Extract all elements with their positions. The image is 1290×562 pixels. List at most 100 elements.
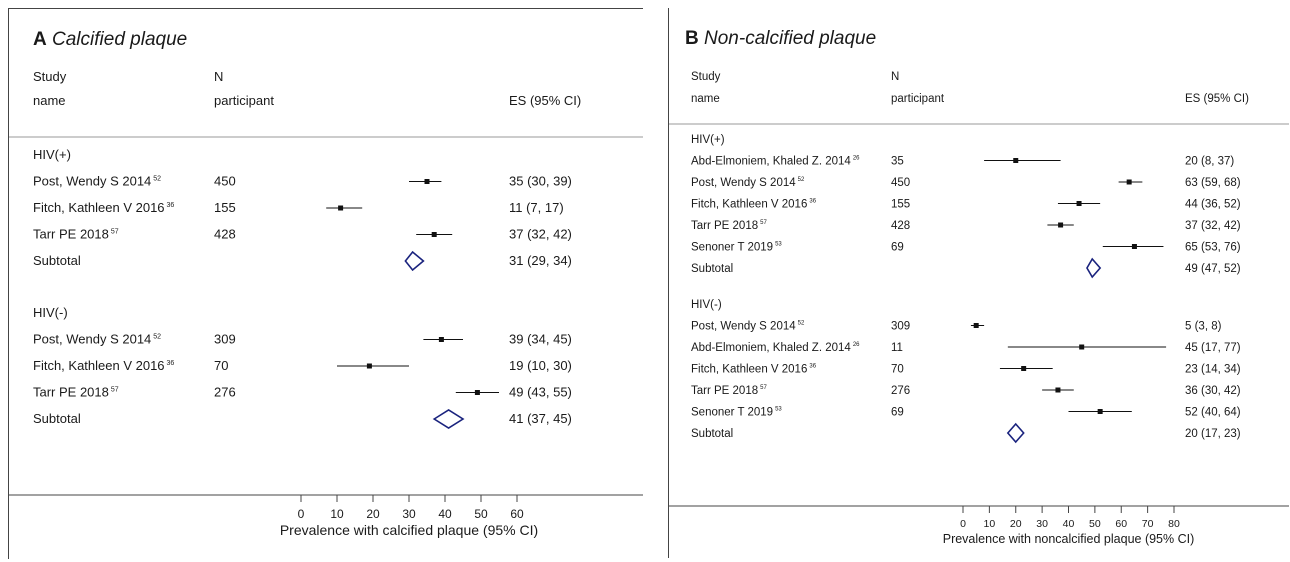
study-name-text: Abd-Elmoniem, Khaled Z. 2014 (691, 156, 851, 168)
study-ref: 36 (167, 202, 175, 209)
group-label: HIV(+) (691, 134, 725, 146)
point-estimate (1021, 366, 1027, 371)
panel-title-b: B Non-calcified plaque (685, 28, 876, 50)
study-ref: 57 (760, 220, 767, 226)
point-estimate (366, 363, 372, 369)
study-ref: 52 (798, 321, 805, 327)
study-n: 70 (214, 358, 228, 373)
point-estimate (431, 232, 437, 237)
study-es-text: 19 (10, 30) (509, 358, 572, 373)
subtotal-es-text: 49 (47, 52) (1185, 263, 1241, 275)
point-estimate (1013, 158, 1019, 163)
study-name: Fitch, Kathleen V 2016 36 (33, 200, 174, 215)
study-n: 35 (891, 156, 904, 168)
study-ref: 53 (775, 242, 782, 248)
header-es: ES (95% CI) (1185, 93, 1249, 105)
point-estimate (438, 337, 444, 342)
point-estimate (1126, 179, 1132, 185)
study-ref: 53 (775, 407, 782, 413)
subtotal-diamond (1006, 422, 1025, 444)
study-ref: 26 (853, 342, 860, 348)
study-name-text: Fitch, Kathleen V 2016 (33, 358, 165, 373)
study-es-text: 23 (14, 34) (1185, 364, 1241, 376)
study-ref: 57 (760, 385, 767, 391)
point-estimate (424, 179, 430, 184)
point-estimate (1058, 222, 1064, 228)
study-name: Senoner T 2019 53 (691, 407, 782, 419)
study-name: Abd-Elmoniem, Khaled Z. 2014 26 (691, 156, 860, 168)
study-n: 155 (891, 199, 910, 211)
study-name: Fitch, Kathleen V 2016 36 (33, 358, 174, 373)
study-es-text: 20 (8, 37) (1185, 156, 1234, 168)
study-n: 69 (891, 242, 904, 254)
header-name: name (691, 93, 720, 105)
study-name-text: Tarr PE 2018 (691, 220, 758, 232)
x-tick-label: 20 (366, 507, 380, 521)
x-tick-label: 60 (1115, 518, 1127, 530)
panel-letter-a: A (33, 29, 47, 50)
subtotal-diamond (404, 250, 425, 272)
x-tick-label: 10 (984, 518, 996, 530)
group-label: HIV(+) (33, 147, 71, 162)
group-label: HIV(-) (33, 305, 68, 320)
header-study: Study (691, 71, 721, 83)
study-name-text: Post, Wendy S 2014 (691, 321, 796, 333)
point-estimate (474, 390, 480, 395)
panel-title-text-b: Non-calcified plaque (704, 28, 877, 49)
subtotal-es-text: 41 (37, 45) (509, 411, 572, 426)
x-axis-label: Prevalence with calcified plaque (95% CI… (280, 522, 538, 538)
x-tick-label: 40 (438, 507, 452, 521)
study-name-text: Fitch, Kathleen V 2016 (691, 199, 807, 211)
x-tick-label: 30 (402, 507, 416, 521)
study-name: Abd-Elmoniem, Khaled Z. 2014 26 (691, 342, 860, 354)
study-name: Senoner T 2019 53 (691, 242, 782, 254)
study-ref: 52 (798, 177, 805, 183)
header-study: Study (33, 69, 67, 84)
study-name-text: Tarr PE 2018 (33, 227, 109, 242)
header-n: N (214, 69, 223, 84)
study-n: 309 (214, 332, 236, 347)
study-n: 276 (214, 385, 236, 400)
study-name: Post, Wendy S 2014 52 (691, 321, 805, 333)
study-ref: 57 (111, 229, 119, 236)
study-es-text: 63 (59, 68) (1185, 177, 1241, 189)
study-es-text: 36 (30, 42) (1185, 385, 1241, 397)
study-n: 155 (214, 200, 236, 215)
study-name: Post, Wendy S 2014 52 (691, 177, 805, 189)
study-name-text: Fitch, Kathleen V 2016 (691, 364, 807, 376)
panel-title-a: A Calcified plaque (33, 29, 187, 51)
study-name-text: Senoner T 2019 (691, 242, 773, 254)
point-estimate (1097, 409, 1103, 414)
study-name-text: Post, Wendy S 2014 (33, 332, 151, 347)
study-es-text: 37 (32, 42) (509, 227, 572, 242)
study-name: Fitch, Kathleen V 2016 36 (691, 199, 817, 211)
study-name: Fitch, Kathleen V 2016 36 (691, 364, 817, 376)
study-es-text: 52 (40, 64) (1185, 407, 1241, 419)
study-n: 70 (891, 364, 904, 376)
header-participant: participant (214, 93, 274, 108)
study-es-text: 37 (32, 42) (1185, 220, 1241, 232)
study-ref: 52 (153, 176, 161, 183)
x-tick-label: 20 (1010, 518, 1022, 530)
subtotal-label: Subtotal (33, 253, 81, 268)
x-tick-label: 60 (510, 507, 524, 521)
x-tick-label: 40 (1063, 518, 1075, 530)
x-axis-label: Prevalence with noncalcified plaque (95%… (943, 532, 1195, 546)
subtotal-label: Subtotal (691, 428, 733, 440)
panel-letter-b: B (685, 28, 699, 49)
study-name-text: Tarr PE 2018 (691, 385, 758, 397)
study-name-text: Abd-Elmoniem, Khaled Z. 2014 (691, 342, 851, 354)
study-n: 428 (214, 227, 236, 242)
study-name-text: Post, Wendy S 2014 (33, 174, 151, 189)
study-name: Tarr PE 2018 57 (33, 227, 119, 242)
study-ref: 36 (809, 199, 816, 205)
x-tick-label: 70 (1142, 518, 1154, 530)
study-name-text: Tarr PE 2018 (33, 385, 109, 400)
point-estimate (338, 205, 344, 211)
subtotal-es-text: 31 (29, 34) (509, 253, 572, 268)
study-name-text: Fitch, Kathleen V 2016 (33, 200, 165, 215)
study-name: Tarr PE 2018 57 (33, 385, 119, 400)
